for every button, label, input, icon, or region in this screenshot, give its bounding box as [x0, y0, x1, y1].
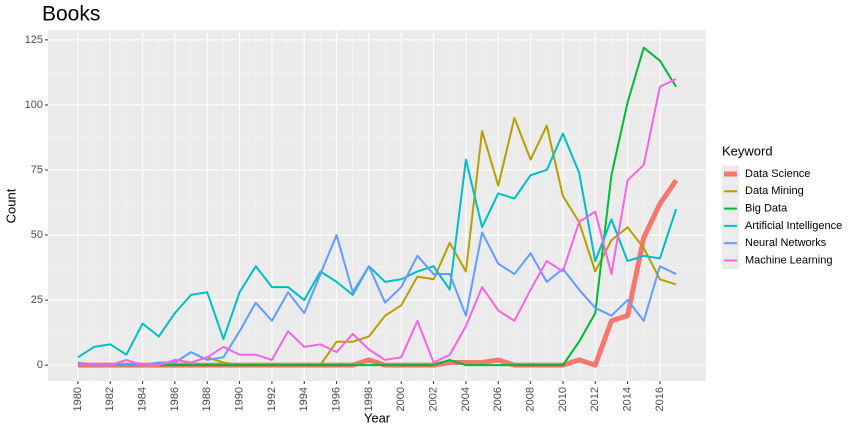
- y-tick-label: 100: [25, 99, 43, 111]
- x-tick-label: 1986: [169, 387, 181, 411]
- x-tick-label: 1992: [266, 387, 278, 411]
- y-tick-label: 50: [31, 229, 43, 241]
- legend-title: Keyword: [722, 143, 773, 158]
- x-tick-label: 1988: [201, 387, 213, 411]
- x-tick-label: 1994: [298, 387, 310, 411]
- y-tick-label: 75: [31, 164, 43, 176]
- x-tick-label: 1980: [72, 387, 84, 411]
- x-tick-label: 2014: [621, 387, 633, 411]
- x-tick-label: 1990: [233, 387, 245, 411]
- line: [77, 132, 678, 359]
- x-tick-label: 1998: [363, 387, 375, 411]
- x-tick-label: 2006: [492, 387, 504, 411]
- x-tick-label: 2012: [589, 387, 601, 411]
- legend-label: Data Science: [745, 168, 810, 180]
- legend-label: Artificial Intelligence: [745, 220, 842, 232]
- x-tick-label: 1984: [136, 387, 148, 411]
- legend-label: Big Data: [745, 203, 788, 215]
- y-tick-label: 125: [25, 34, 43, 46]
- legend-label: Machine Learning: [745, 254, 832, 266]
- x-tick-label: 1982: [104, 387, 116, 411]
- chart-title: Books: [42, 3, 100, 26]
- x-tick-label: 2002: [427, 387, 439, 411]
- x-tick-label: 2000: [395, 387, 407, 411]
- y-tick-label: 25: [31, 294, 43, 306]
- panel: [48, 30, 706, 381]
- line: [77, 46, 677, 367]
- x-tick-label: 2008: [524, 387, 536, 411]
- line: [77, 78, 677, 367]
- y-tick-label: 0: [37, 359, 43, 371]
- legend-label: Neural Networks: [745, 237, 827, 249]
- y-axis-label: Count: [3, 188, 18, 223]
- x-tick-label: 2004: [460, 387, 472, 411]
- legend-label: Data Mining: [745, 185, 804, 197]
- x-tick-label: 2010: [557, 387, 569, 411]
- x-axis-label: Year: [364, 410, 391, 425]
- x-tick-label: 1996: [330, 387, 342, 411]
- x-tick-label: 2016: [654, 387, 666, 411]
